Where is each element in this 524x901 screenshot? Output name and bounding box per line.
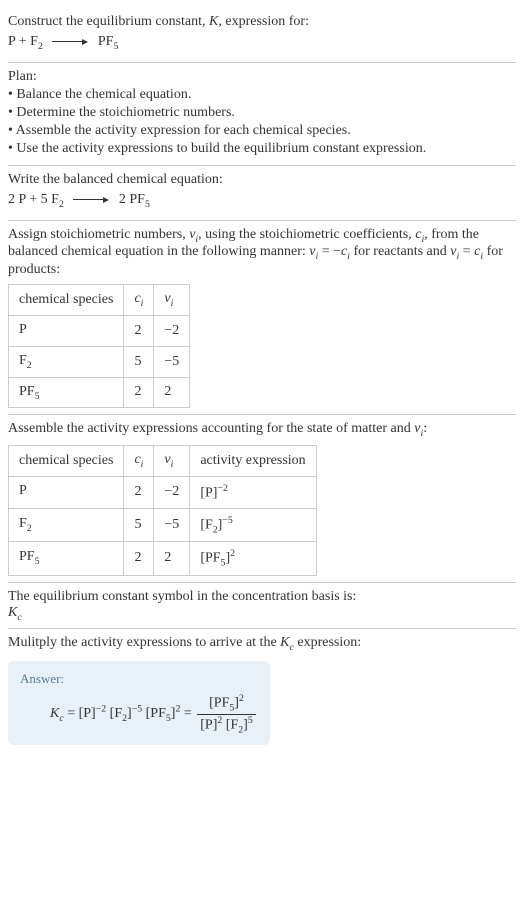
eq-rhs: PF5 xyxy=(98,34,118,49)
plan-section: Plan: Balance the chemical equation. Det… xyxy=(8,63,516,166)
plan-title: Plan: xyxy=(8,69,516,85)
prompt-text: Construct the equilibrium constant, K, e… xyxy=(8,14,516,30)
cell-ci: 5 xyxy=(124,346,154,377)
cell-activity: [F2]−5 xyxy=(190,508,316,541)
stoich-table: chemical species ci νi P 2 −2 F2 5 −5 PF… xyxy=(8,284,190,408)
cell-species: F2 xyxy=(9,346,124,377)
input-equation: P + F2 PF5 xyxy=(8,34,516,52)
cell-nui: −2 xyxy=(154,476,190,508)
cell-species: PF5 xyxy=(9,542,124,575)
answer-section: Mulitply the activity expressions to arr… xyxy=(8,629,516,751)
stoich-intro: Assign stoichiometric numbers, νi, using… xyxy=(8,227,516,279)
fraction: [PF5]2 [P]2 [F2]5 xyxy=(197,693,255,735)
fraction-numerator: [PF5]2 xyxy=(197,693,255,714)
plan-list: Balance the chemical equation. Determine… xyxy=(8,87,516,157)
prompt-K: K xyxy=(209,14,218,29)
cell-ci: 2 xyxy=(124,377,154,408)
cell-ci: 2 xyxy=(124,542,154,575)
table-header-row: chemical species ci νi xyxy=(9,285,190,316)
cell-activity: [P]−2 xyxy=(190,476,316,508)
table-row: F2 5 −5 [F2]−5 xyxy=(9,508,317,541)
cell-nui: −5 xyxy=(154,346,190,377)
arrow-icon xyxy=(73,192,109,208)
plan-item: Use the activity expressions to build th… xyxy=(8,141,516,157)
col-species: chemical species xyxy=(9,285,124,316)
cell-ci: 5 xyxy=(124,508,154,541)
multiply-line: Mulitply the activity expressions to arr… xyxy=(8,635,516,653)
table-row: F2 5 −5 xyxy=(9,346,190,377)
col-nui: νi xyxy=(154,285,190,316)
cell-species: P xyxy=(9,315,124,346)
fraction-denominator: [P]2 [F2]5 xyxy=(197,715,255,735)
col-species: chemical species xyxy=(9,446,124,477)
balanced-lhs: 2 P + 5 F2 xyxy=(8,192,64,207)
col-ci: ci xyxy=(124,285,154,316)
balanced-equation: 2 P + 5 F2 2 PF5 xyxy=(8,192,516,210)
cell-nui: −5 xyxy=(154,508,190,541)
answer-equation: Kc = [P]−2 [F2]−5 [PF5]2 = [PF5]2 [P]2 [… xyxy=(20,693,258,735)
symbol-Kc: Kc xyxy=(8,605,516,623)
balanced-section: Write the balanced chemical equation: 2 … xyxy=(8,166,516,221)
cell-nui: 2 xyxy=(154,377,190,408)
prompt-prefix: Construct the equilibrium constant, xyxy=(8,14,209,29)
plan-item: Assemble the activity expression for eac… xyxy=(8,123,516,139)
table-row: P 2 −2 [P]−2 xyxy=(9,476,317,508)
table-row: PF5 2 2 [PF5]2 xyxy=(9,542,317,575)
plan-item: Balance the chemical equation. xyxy=(8,87,516,103)
prompt-suffix: , expression for: xyxy=(218,14,309,29)
table-row: P 2 −2 xyxy=(9,315,190,346)
arrow-icon xyxy=(52,34,88,50)
balanced-rhs: 2 PF5 xyxy=(119,192,150,207)
cell-species: PF5 xyxy=(9,377,124,408)
table-row: PF5 2 2 xyxy=(9,377,190,408)
activity-table: chemical species ci νi activity expressi… xyxy=(8,445,317,575)
cell-ci: 2 xyxy=(124,476,154,508)
activity-section: Assemble the activity expressions accoun… xyxy=(8,415,516,582)
plan-item: Determine the stoichiometric numbers. xyxy=(8,105,516,121)
prompt-section: Construct the equilibrium constant, K, e… xyxy=(8,8,516,63)
table-header-row: chemical species ci νi activity expressi… xyxy=(9,446,317,477)
answer-box: Answer: Kc = [P]−2 [F2]−5 [PF5]2 = [PF5]… xyxy=(8,661,270,745)
stoich-section: Assign stoichiometric numbers, νi, using… xyxy=(8,221,516,416)
col-ci: ci xyxy=(124,446,154,477)
answer-label: Answer: xyxy=(20,671,258,687)
cell-species: P xyxy=(9,476,124,508)
cell-ci: 2 xyxy=(124,315,154,346)
activity-intro: Assemble the activity expressions accoun… xyxy=(8,421,516,439)
cell-activity: [PF5]2 xyxy=(190,542,316,575)
balanced-title: Write the balanced chemical equation: xyxy=(8,172,516,188)
col-nui: νi xyxy=(154,446,190,477)
symbol-section: The equilibrium constant symbol in the c… xyxy=(8,583,516,630)
symbol-line1: The equilibrium constant symbol in the c… xyxy=(8,589,516,605)
col-activity: activity expression xyxy=(190,446,316,477)
eq-lhs: P + F2 xyxy=(8,34,43,49)
cell-species: F2 xyxy=(9,508,124,541)
cell-nui: −2 xyxy=(154,315,190,346)
cell-nui: 2 xyxy=(154,542,190,575)
